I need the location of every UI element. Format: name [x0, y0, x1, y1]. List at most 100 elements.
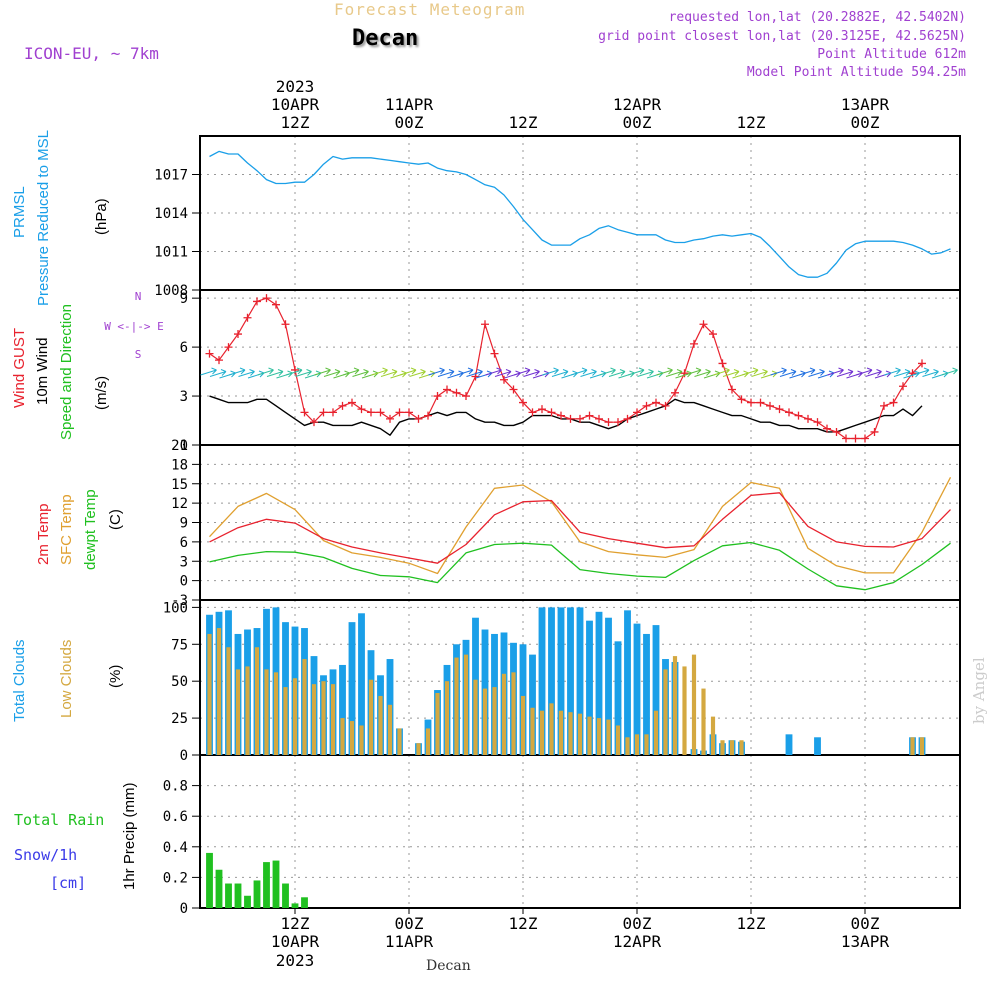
wind-direction-arrow — [703, 370, 721, 379]
y-tick-label: 0.6 — [163, 809, 188, 825]
low-cloud-bar — [397, 728, 402, 755]
low-cloud-bar — [454, 657, 459, 755]
total-cloud-bar — [633, 623, 641, 755]
low-cloud-bar — [387, 704, 393, 755]
gust-marker — [329, 408, 337, 417]
low-cloud-bar — [292, 678, 298, 755]
bottom-time-label-date: 11APR — [385, 932, 434, 951]
gust-marker — [405, 408, 413, 417]
y-tick-label: -3 — [171, 593, 188, 609]
wind-direction-arrow — [304, 370, 322, 379]
gust-marker — [500, 375, 508, 384]
wind-direction-arrow — [817, 370, 835, 379]
wind-direction-arrow — [409, 369, 426, 377]
top-time-label-date: 12APR — [613, 95, 662, 114]
prmsl-unit: (hPa) — [93, 198, 110, 235]
wind-direction-arrow — [694, 369, 711, 377]
low-cloud-bar — [606, 719, 611, 755]
gust-marker — [785, 408, 793, 417]
total-cloud-bar — [814, 737, 821, 755]
wind-direction-arrow — [494, 369, 512, 377]
wind-direction-arrow — [751, 369, 768, 377]
model-label: ICON-EU, ~ 7km — [24, 44, 159, 63]
gust-marker — [718, 359, 727, 368]
wind-direction-arrow — [342, 367, 360, 376]
wind-sd-label: Speed and Direction — [58, 304, 75, 440]
gust-marker — [262, 294, 271, 303]
wind-direction-arrow — [399, 367, 417, 376]
gust-marker — [709, 330, 717, 339]
top-time-label-date: 10APR — [271, 95, 320, 114]
wind-direction-arrow — [589, 370, 607, 379]
gust-marker — [804, 414, 812, 423]
low-cloud-bar — [235, 669, 241, 755]
gust-marker — [633, 408, 641, 417]
low-cloud-bar — [919, 737, 925, 755]
wind-direction-arrow — [352, 369, 369, 377]
gust-marker — [823, 424, 831, 433]
gust-marker — [889, 398, 898, 407]
low-cloud-bar — [425, 728, 431, 755]
wind-direction-arrow — [219, 370, 236, 379]
wind-direction-arrow — [893, 369, 911, 377]
gust-marker — [224, 343, 233, 352]
top-time-label-hour: 12Z — [281, 113, 310, 132]
low-cloud-bar — [207, 633, 212, 755]
rain-bar — [263, 862, 270, 908]
wind-direction-arrow — [656, 367, 673, 376]
low-cloud-bar — [245, 666, 250, 755]
gust-marker — [642, 401, 651, 410]
wind-direction-arrow — [646, 370, 664, 379]
wind-direction-arrow — [922, 369, 939, 377]
wind-direction-arrow — [456, 367, 474, 376]
bottom-time-label-year: 2023 — [276, 951, 315, 970]
bottom-time-label-date: 13APR — [841, 932, 890, 951]
rain-bar — [282, 883, 289, 908]
cloud-unit: (%) — [107, 665, 124, 688]
y-tick-label: 21 — [171, 438, 188, 454]
t2m-label: 2m Temp — [35, 504, 52, 565]
low-clouds-label: Low Clouds — [58, 640, 75, 718]
total-cloud-bar — [348, 622, 356, 755]
wind-unit: (m/s) — [93, 376, 110, 410]
gust-marker — [832, 427, 841, 436]
gust-marker — [842, 434, 850, 443]
gust-marker — [300, 408, 309, 417]
gust-marker — [528, 408, 537, 417]
total-cloud-bar — [586, 620, 593, 755]
gust-marker — [357, 405, 366, 414]
gust-marker — [395, 408, 404, 417]
sfc-temp-line — [209, 477, 952, 575]
y-tick-label: 0 — [180, 748, 188, 764]
gust-marker — [386, 414, 394, 423]
wind-direction-arrow — [532, 370, 550, 379]
gust-marker — [652, 398, 660, 407]
total-cloud-bar — [339, 664, 346, 755]
wind-direction-arrow — [931, 370, 949, 379]
gust-marker — [880, 401, 888, 410]
low-cloud-bar — [644, 734, 649, 755]
gust-marker — [509, 385, 518, 394]
low-cloud-bar — [435, 693, 440, 755]
wind-direction-arrow — [437, 369, 455, 377]
gust-marker — [253, 297, 261, 306]
y-tick-label: 3 — [180, 554, 188, 570]
gust-marker — [319, 408, 328, 417]
gust-marker — [614, 418, 622, 427]
gust-marker — [604, 418, 613, 427]
wind-direction-arrow — [285, 367, 303, 376]
wind-direction-arrow — [333, 370, 350, 379]
total-cloud-bar — [567, 607, 574, 755]
low-cloud-bar — [482, 688, 488, 755]
gust-marker — [918, 359, 926, 368]
gust-marker — [661, 401, 670, 410]
bottom-time-label-hour: 12Z — [737, 914, 766, 933]
wind-direction-arrow — [475, 370, 493, 379]
gust-marker — [348, 398, 356, 407]
low-cloud-bar — [634, 734, 640, 755]
dewpoint-line — [209, 541, 951, 591]
gust-marker — [452, 388, 461, 397]
gust-marker — [234, 330, 242, 339]
wind-direction-arrow — [627, 367, 645, 376]
